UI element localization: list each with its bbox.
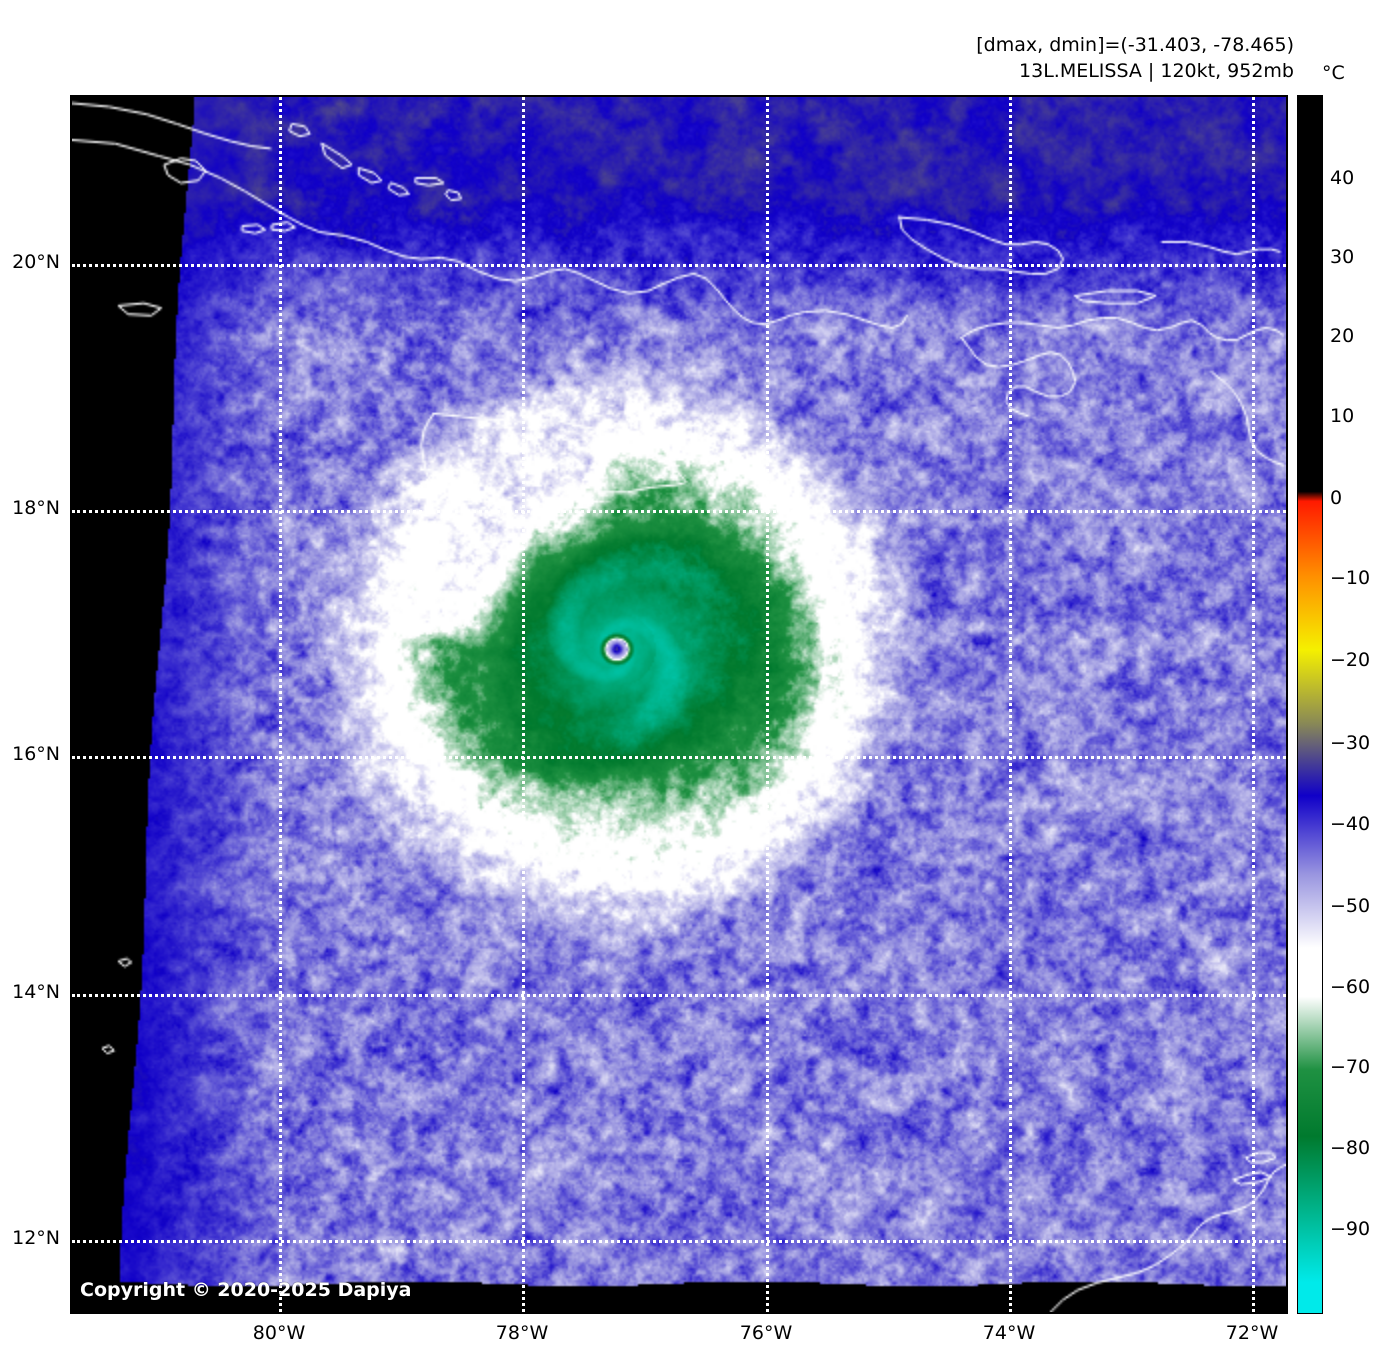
cbar-tick-neg50: −50 — [1330, 895, 1371, 917]
satellite-brightness-temperature-raster — [72, 97, 1286, 1312]
cbar-tick-neg40: −40 — [1330, 813, 1371, 835]
ytick-label-12N: 12°N — [12, 1227, 60, 1249]
ytick-label-18N: 18°N — [12, 497, 60, 519]
cbar-tick-neg80: −80 — [1330, 1137, 1371, 1159]
cbar-tick-neg30: −30 — [1330, 732, 1371, 754]
cbar-tick-0: 0 — [1330, 487, 1343, 509]
cbar-tick-30: 30 — [1330, 246, 1355, 268]
ytick-label-20N: 20°N — [12, 251, 60, 273]
cbar-tick-neg90: −90 — [1330, 1218, 1371, 1240]
xtick-label-72W: 72°W — [1225, 1322, 1279, 1344]
cbar-tick-20: 20 — [1330, 325, 1355, 347]
cbar-tick-neg10: −10 — [1330, 567, 1371, 589]
cbar-tick-40: 40 — [1330, 167, 1355, 189]
satellite-image-plot[interactable] — [70, 95, 1288, 1314]
xtick-label-80W: 80°W — [252, 1322, 306, 1344]
colorbar-unit-label: °C — [1322, 62, 1345, 84]
plot-clip — [72, 97, 1286, 1312]
colorbar-gradient — [1298, 96, 1322, 1313]
cbar-tick-neg60: −60 — [1330, 976, 1371, 998]
xtick-label-78W: 78°W — [495, 1322, 549, 1344]
ytick-label-16N: 16°N — [12, 743, 60, 765]
ytick-label-14N: 14°N — [12, 981, 60, 1003]
xtick-label-76W: 76°W — [739, 1322, 793, 1344]
xtick-label-74W: 74°W — [982, 1322, 1036, 1344]
storm-info: 13L.MELISSA | 120kt, 952mb — [1019, 60, 1294, 82]
copyright-notice: Copyright © 2020-2025 Dapiya — [80, 1279, 412, 1301]
cbar-tick-10: 10 — [1330, 405, 1355, 427]
data-min-max: [dmax, dmin]=(-31.403, -78.465) — [976, 34, 1294, 56]
header-meta-block: [dmax, dmin]=(-31.403, -78.465) 13L.MELI… — [976, 32, 1294, 84]
colorbar[interactable] — [1297, 95, 1323, 1314]
cbar-tick-neg20: −20 — [1330, 649, 1371, 671]
cbar-tick-neg70: −70 — [1330, 1056, 1371, 1078]
